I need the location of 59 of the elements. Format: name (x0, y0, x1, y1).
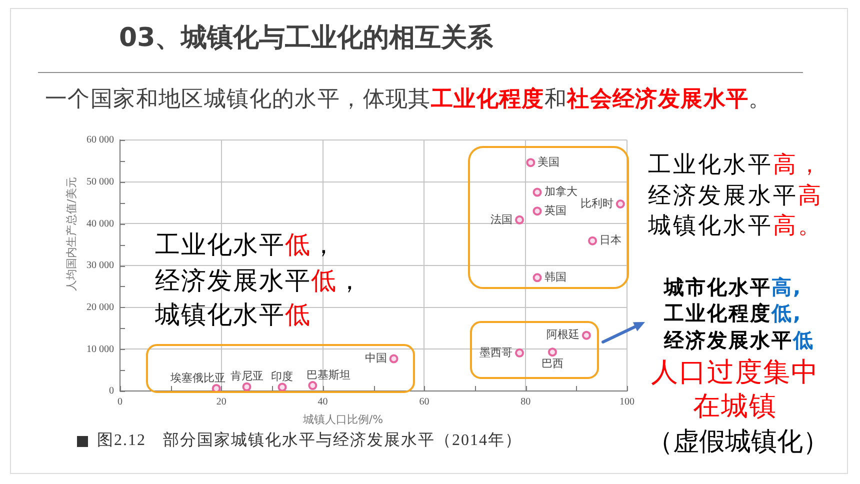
text: 人口过度集中在城镇 (651, 357, 819, 422)
point (212, 384, 221, 391)
point (515, 215, 524, 224)
point (588, 236, 598, 246)
annotation: 工业化水平低， (155, 230, 337, 259)
chart-title: 03、城镇化与工业化的相互关系 (119, 22, 494, 55)
x-tick-label: 100 (620, 396, 634, 408)
text: 工业化水平高， (648, 152, 823, 178)
y-axis-title: 人均国内生产总值/美元 (64, 177, 78, 291)
annotation: 城镇化水平低 (155, 300, 311, 329)
annotation: 美国 (538, 155, 560, 168)
annotation: 比利时 (580, 196, 614, 210)
x-tick-label: 80 (520, 396, 531, 408)
y-tick-label: 40 000 (86, 218, 114, 230)
text: 工业化程度低, (664, 301, 802, 325)
chart-subtitle: 一个国家和地区城镇化的水平，体现其工业化程度和社会经济发展水平。 (45, 87, 772, 112)
annotation: 英国 (544, 204, 566, 217)
annotation: 阿根廷 (546, 328, 580, 342)
y-tick-label: 60 000 (86, 134, 114, 146)
annotation: 巴基斯坦 (306, 368, 351, 382)
point (526, 158, 536, 168)
annotation: 韩国 (544, 270, 566, 284)
y-tick-label: 30 000 (86, 260, 114, 272)
annotation: 巴西 (541, 356, 564, 370)
annotation: 法国 (490, 212, 513, 226)
text: （虚假城镇化） (647, 427, 829, 457)
point (389, 354, 398, 364)
annotation: 墨西哥 (480, 346, 513, 359)
point (616, 200, 625, 209)
annotation: 埃塞俄比亚 (169, 371, 226, 384)
text: 城市化水平高, (664, 275, 802, 299)
text: 经济发展水平高 (648, 183, 823, 209)
y-tick-label: 20 000 (86, 302, 114, 313)
point (548, 348, 557, 357)
caption: 图2.12 部分国家城镇化水平与经济发展水平（2014年） (97, 432, 522, 449)
point (532, 273, 542, 282)
annotation: 肯尼亚 (230, 370, 264, 383)
point (308, 381, 318, 390)
x-tick-label: 0 (118, 396, 122, 408)
y-tick-label: 50 000 (86, 176, 114, 188)
point (532, 206, 542, 216)
x-axis-title: 城镇人口比例/% (302, 412, 384, 426)
point (278, 382, 287, 391)
annotation: 经济发展水平低， (155, 266, 363, 295)
annotation: 中国 (364, 352, 387, 365)
annotation: 日本 (600, 234, 622, 247)
point (242, 382, 252, 391)
x-tick-label: 60 (419, 396, 430, 408)
point (515, 348, 524, 358)
x-tick-label: 40 (318, 396, 328, 408)
annotation: 印度 (271, 370, 294, 384)
point (582, 330, 591, 340)
annotation: 加拿大 (544, 185, 578, 198)
y-tick-label: 0 (109, 386, 114, 397)
text: 城镇化水平高。 (648, 213, 823, 239)
x-tick-label: 20 (216, 396, 226, 408)
y-tick-label: 10 000 (86, 344, 114, 355)
text: 经济发展水平低 (664, 328, 814, 352)
point (532, 188, 542, 197)
